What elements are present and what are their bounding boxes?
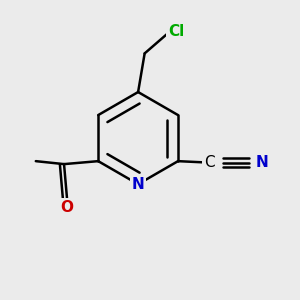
Text: Cl: Cl [168, 24, 184, 39]
Text: O: O [61, 200, 74, 215]
Text: N: N [132, 177, 145, 192]
Text: C: C [204, 155, 214, 170]
Text: N: N [256, 155, 268, 170]
